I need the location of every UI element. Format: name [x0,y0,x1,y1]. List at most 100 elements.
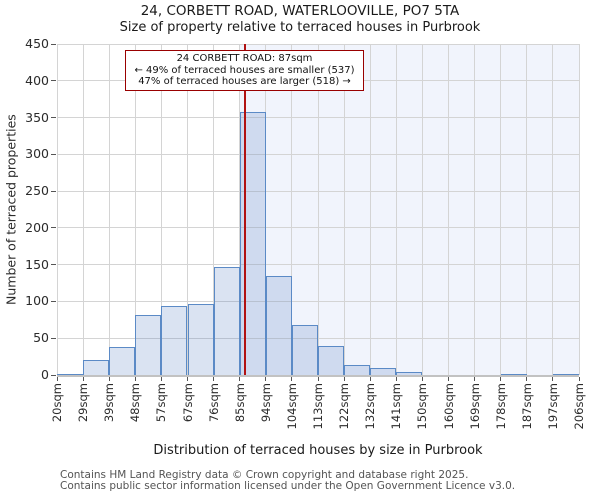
x-tick-mark [474,377,476,381]
v-gridline [552,44,554,375]
x-tick-label: 29sqm [76,383,91,423]
x-tick-mark [160,377,162,381]
x-tick-label: 132sqm [363,383,378,430]
x-tick-label: 187sqm [519,383,534,430]
x-tick-mark [369,377,371,381]
y-tick-mark [51,337,56,339]
x-tick-label: 39sqm [102,383,117,423]
x-tick-mark [500,377,502,381]
x-tick-label: 150sqm [415,383,430,430]
x-tick-mark [421,377,423,381]
larger-sizes-shaded-region [239,44,579,375]
y-tick-label: 50 [33,330,49,346]
y-tick-mark [51,153,56,155]
v-gridline [343,44,345,375]
v-gridline [291,44,293,375]
v-gridline [160,44,162,375]
x-tick-mark [265,377,267,381]
x-tick-mark [291,377,293,381]
histogram-bar [187,303,214,375]
y-tick-label: 200 [25,219,49,235]
histogram-bar [83,360,110,375]
y-tick-label: 400 [25,72,49,88]
y-tick-label: 450 [25,36,49,51]
y-tick-label: 150 [25,256,49,272]
v-gridline [134,44,136,375]
x-tick-label: 76sqm [206,383,221,423]
x-tick-label: 67sqm [180,383,195,423]
v-gridline [317,44,319,375]
plot-area: 24 CORBETT ROAD: 87sqm ← 49% of terraced… [25,36,586,429]
histogram-bar [239,112,266,375]
x-tick-label: 113sqm [311,383,325,430]
x-tick-mark [343,377,345,381]
x-tick-mark [56,377,58,381]
annotation-line-2: ← 49% of terraced houses are smaller (53… [134,64,355,76]
x-axis-label: Distribution of terraced houses by size … [153,443,483,458]
y-tick-mark [51,264,56,266]
x-tick-label: 160sqm [441,383,456,430]
y-tick-label: 350 [25,109,49,125]
y-tick-mark [51,43,56,45]
v-gridline [82,44,84,375]
x-tick-label: 104sqm [284,383,299,430]
histogram-bar [57,373,84,375]
y-tick-label: 300 [25,146,49,162]
v-gridline [578,44,580,375]
histogram-bar [213,266,240,375]
histogram-bar [291,324,318,375]
footer-copyright-line-2: Contains public sector information licen… [60,480,516,492]
y-tick-mark [51,374,56,376]
x-tick-mark [448,377,449,381]
y-tick-mark [51,227,56,229]
x-tick-mark [134,377,136,381]
histogram-bar [552,373,579,375]
histogram-bar [370,367,397,375]
x-tick-label: 122sqm [337,383,352,430]
x-tick-label: 141sqm [389,383,404,430]
property-size-marker-line [244,44,247,375]
v-gridline [213,44,215,375]
x-tick-label: 48sqm [128,383,143,423]
y-tick-mark [51,117,56,119]
x-tick-label: 85sqm [232,383,247,423]
annotation-line-1: 24 CORBETT ROAD: 87sqm [176,53,313,64]
v-gridline [108,44,110,375]
y-tick-mark [51,190,56,192]
y-tick-label: 0 [41,367,49,382]
x-tick-label: 197sqm [545,383,560,430]
x-tick-mark [395,377,397,381]
v-gridline [526,44,528,375]
histogram-bar [161,305,188,375]
x-tick-mark [317,377,319,381]
histogram-bar [265,275,292,375]
property-annotation-box: 24 CORBETT ROAD: 87sqm ← 49% of terraced… [125,50,364,91]
y-tick-mark [51,80,56,82]
y-tick-label: 250 [25,183,49,199]
x-tick-label: 57sqm [154,383,169,423]
x-tick-mark [187,377,188,381]
footer-copyright-line-1: Contains HM Land Registry data © Crown c… [60,469,469,481]
v-gridline [187,44,188,375]
x-tick-mark [578,377,580,381]
histogram-bar [396,372,423,375]
v-gridline [56,44,58,375]
histogram-bar [109,347,136,375]
x-tick-label: 169sqm [467,383,482,430]
histogram-bar [318,345,345,375]
y-tick-label: 100 [25,293,49,309]
y-tick-mark [51,300,56,302]
v-gridline [500,44,502,375]
x-tick-label: 94sqm [258,383,273,423]
x-tick-mark [82,377,84,381]
x-tick-mark [239,377,241,381]
v-gridline [421,44,423,375]
v-gridline [369,44,371,375]
histogram-bar [135,314,162,375]
x-tick-label: 206sqm [572,383,586,430]
x-tick-label: 20sqm [50,383,64,423]
x-tick-mark [526,377,528,381]
x-tick-mark [213,377,215,381]
v-gridline [395,44,397,375]
